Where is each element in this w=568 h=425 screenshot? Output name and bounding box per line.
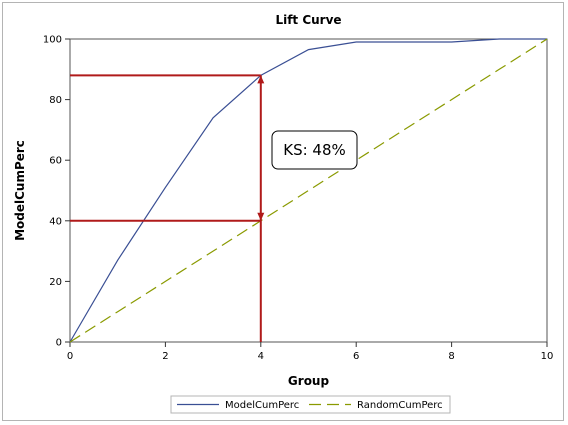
y-tick-label: 40 — [49, 216, 62, 227]
x-axis-title: Group — [288, 374, 330, 388]
plot-area — [69, 38, 548, 343]
y-tick-label: 80 — [49, 95, 62, 106]
legend-label: ModelCumPerc — [225, 400, 299, 411]
y-tick-label: 0 — [56, 338, 62, 349]
y-axis: 0 20 40 60 80 100 — [43, 35, 70, 349]
y-axis-title: ModelCumPerc — [13, 140, 27, 241]
x-tick-label: 0 — [67, 351, 73, 362]
x-tick-label: 10 — [541, 351, 554, 362]
ks-arrow-up — [257, 75, 265, 84]
x-tick-label: 8 — [448, 351, 454, 362]
ks-arrow-down — [257, 212, 265, 221]
x-axis: 0 2 4 6 8 10 — [67, 342, 554, 362]
legend: ModelCumPerc RandomCumPerc — [170, 395, 451, 414]
legend-label: RandomCumPerc — [357, 400, 443, 411]
x-tick-label: 2 — [162, 351, 168, 362]
ks-label-box — [271, 130, 358, 170]
ks-label: KS: 48% — [283, 141, 346, 159]
ks-annotation: KS: 48% — [70, 74, 358, 342]
x-tick-label: 6 — [353, 351, 359, 362]
series-layer — [69, 38, 548, 343]
y-tick-label: 100 — [43, 35, 62, 46]
chart-title: Lift Curve — [275, 13, 341, 27]
series-line-modelcumperc — [69, 38, 547, 343]
y-tick-label: 20 — [49, 277, 62, 288]
chart-frame — [2, 2, 564, 421]
y-tick-label: 60 — [49, 156, 62, 167]
x-tick-label: 4 — [258, 351, 264, 362]
series-line-randomcumperc — [69, 38, 548, 343]
